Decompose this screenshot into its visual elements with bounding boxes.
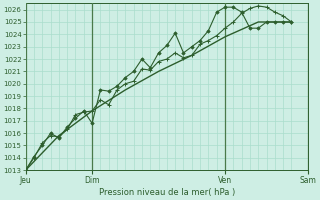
X-axis label: Pression niveau de la mer( hPa ): Pression niveau de la mer( hPa ) bbox=[99, 188, 235, 197]
